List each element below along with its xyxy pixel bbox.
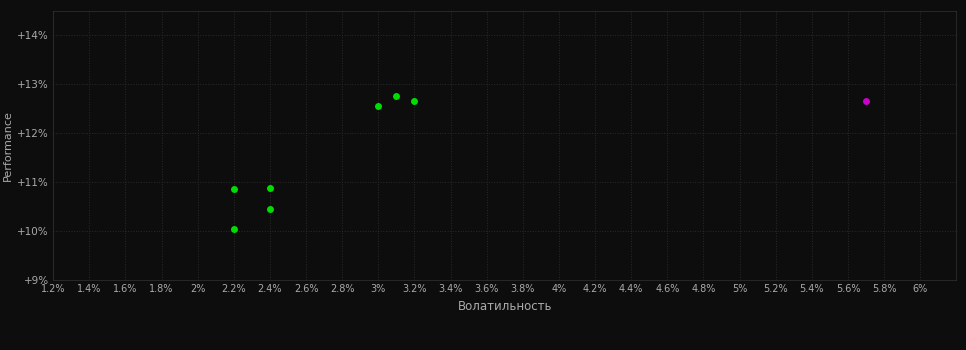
X-axis label: Волатильность: Волатильность — [458, 300, 552, 313]
Point — [262, 206, 277, 212]
Point — [226, 226, 242, 231]
Point — [859, 98, 874, 104]
Point — [407, 98, 422, 104]
Point — [226, 187, 242, 192]
Point — [388, 93, 404, 99]
Point — [371, 103, 386, 109]
Point — [262, 185, 277, 191]
Y-axis label: Performance: Performance — [3, 110, 14, 181]
